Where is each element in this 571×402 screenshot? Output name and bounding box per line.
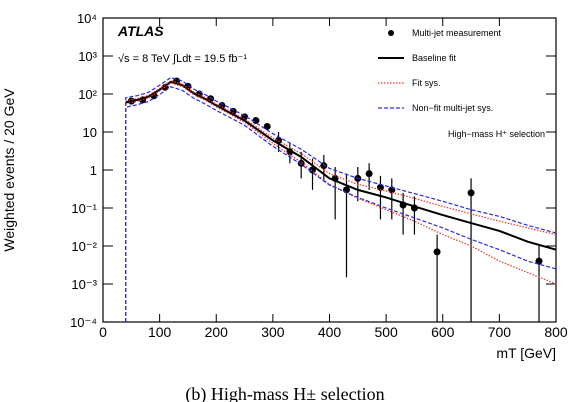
y-tick-label: 1 [90,163,97,178]
curve-lower [125,86,556,322]
data-point [433,248,441,256]
x-tick-label: 700 [488,324,512,340]
caption: (b) High-mass H± selection [185,384,384,402]
y-tick-label: 10⁻² [71,239,97,254]
legend-label: Non−fit multi-jet sys. [412,103,493,113]
y-tick-label: 10⁻³ [71,277,97,292]
x-tick-label: 500 [374,324,398,340]
x-tick-label: 200 [205,324,229,340]
y-tick-label: 10³ [78,49,97,64]
x-tick-label: 800 [544,324,568,340]
y-tick-label: 10⁻¹ [71,201,97,216]
selection-label: High−mass H⁺ selection [448,129,545,139]
curve-upper [125,76,556,322]
x-tick-label: 0 [99,324,107,340]
legend-label: Baseline fit [412,53,457,63]
legend-label: Fit sys. [412,78,441,88]
legend-marker [388,30,394,36]
x-tick-label: 300 [261,324,285,340]
x-axis-label: mT [GeV] [496,345,556,361]
x-tick-label: 100 [148,324,172,340]
plot-area [125,76,556,322]
experiment-label: ATLAS [117,23,164,39]
data-point [365,170,373,178]
curve-upper [125,79,556,236]
curve-values [125,80,556,251]
energy-label: √s = 8 TeV ∫Ldt = 19.5 fb⁻¹ [118,53,247,65]
data-point [535,257,543,265]
data-point [467,189,475,197]
legend-label: Multi-jet measurement [412,28,502,38]
y-tick-label: 10⁴ [77,11,97,26]
x-tick-label: 600 [431,324,455,340]
y-tick-label: 10⁻⁴ [70,315,97,330]
data-point [263,122,271,130]
y-tick-label: 10² [78,87,97,102]
x-tick-label: 400 [318,324,342,340]
y-axis-label: Weighted events / 20 GeV [1,88,17,252]
data-point [320,162,328,170]
y-tick-label: 10 [83,125,97,140]
